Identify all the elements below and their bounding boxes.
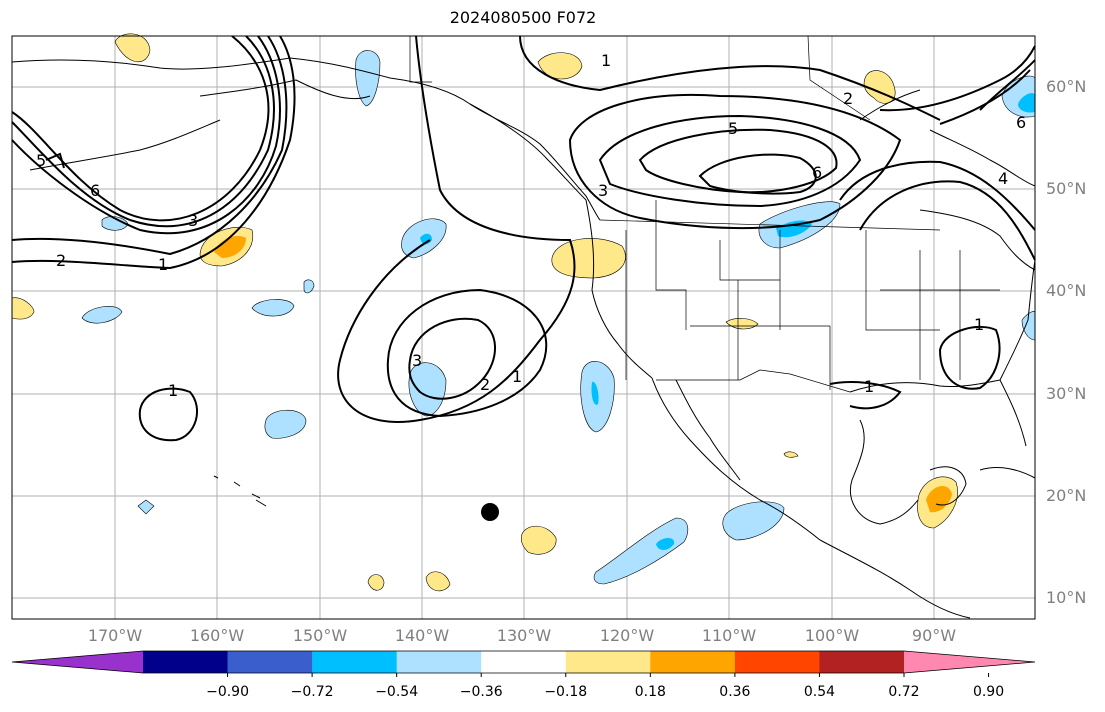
contour-label-1e: 1	[974, 315, 984, 334]
contour-label-3: 3	[598, 181, 608, 200]
lon-label-160w: 160°W	[189, 626, 245, 645]
contour-label-2b: 2	[56, 251, 66, 270]
colorbar-tick-label: 0.72	[888, 684, 920, 700]
colorbar-segment	[734, 651, 820, 673]
colorbar-extend-min	[12, 651, 143, 673]
contour-label-1d: 1	[168, 381, 178, 400]
colorbar-tick-label: −0.18	[544, 684, 588, 700]
colorbar-tick-label: −0.36	[459, 684, 503, 700]
contour-label-2: 2	[843, 89, 853, 108]
lon-label-140w: 140°W	[394, 626, 450, 645]
contour-label-4: 4	[998, 169, 1008, 188]
lon-label-150w: 150°W	[292, 626, 348, 645]
colorbar-outline	[11, 650, 1036, 674]
colorbar-tick-label: 0.36	[719, 684, 751, 700]
lon-label-120w: 120°W	[599, 626, 655, 645]
contour-label-6b: 6	[1016, 113, 1026, 132]
colorbar-segment	[396, 651, 482, 673]
colorbar-segment	[819, 651, 905, 673]
colorbar-segment	[227, 651, 313, 673]
contour-label-1c: 1	[512, 367, 522, 386]
colorbar-segment	[143, 651, 229, 673]
colorbar-segment	[565, 651, 651, 673]
contour-label-3b: 3	[188, 211, 198, 230]
map-frame	[11, 35, 1036, 620]
contour-label-1f: 1	[864, 377, 874, 396]
colorbar-tick-label: −0.72	[290, 684, 334, 700]
colorbar-tick-label: −0.90	[206, 684, 249, 700]
colorbar-tick-label: 0.90	[972, 684, 1005, 700]
contour-label-6c: 6	[90, 181, 100, 200]
lon-label-110w: 110°W	[701, 626, 757, 645]
negative-anomaly-patches	[81, 50, 1036, 585]
colorbar-extend-max	[904, 651, 1035, 673]
coastlines	[11, 57, 1036, 619]
lat-label-30n: 30°N	[1046, 384, 1087, 403]
contour-label-5: 5	[728, 119, 738, 138]
colorbar-segment	[312, 651, 398, 673]
colorbar-tick-label: 0.18	[634, 684, 666, 700]
lon-label-170w: 170°W	[87, 626, 143, 645]
colorbar-segment	[481, 651, 567, 673]
colorbar-tick-label: −0.54	[375, 684, 419, 700]
lon-label-90w: 90°W	[911, 626, 957, 645]
contour-label-3c: 3	[412, 351, 422, 370]
lon-label-130w: 130°W	[496, 626, 552, 645]
lat-label-20n: 20°N	[1046, 486, 1087, 505]
contour-label-6: 6	[812, 163, 822, 182]
lat-label-50n: 50°N	[1046, 179, 1087, 198]
colorbar-tick-label: 0.54	[803, 684, 836, 700]
lat-label-10n: 10°N	[1046, 588, 1087, 607]
contour-label-2c: 2	[480, 375, 490, 394]
colorbar-segment	[650, 651, 736, 673]
contour-lines	[11, 35, 1036, 442]
colorbar	[11, 650, 1036, 677]
contour-label-1b: 1	[158, 255, 168, 274]
lat-label-60n: 60°N	[1046, 77, 1087, 96]
storm-center-marker	[481, 503, 499, 521]
map-title: 2024080500 F072	[449, 8, 597, 27]
contour-label-1: 1	[601, 51, 611, 70]
lat-label-40n: 40°N	[1046, 281, 1087, 300]
contour-labels: 1 2 5 6 3 4 6 5 6 3 2 1 3 2 1 1 1 1	[36, 51, 1026, 400]
contour-label-5b: 5	[36, 151, 46, 170]
lon-label-100w: 100°W	[804, 626, 860, 645]
